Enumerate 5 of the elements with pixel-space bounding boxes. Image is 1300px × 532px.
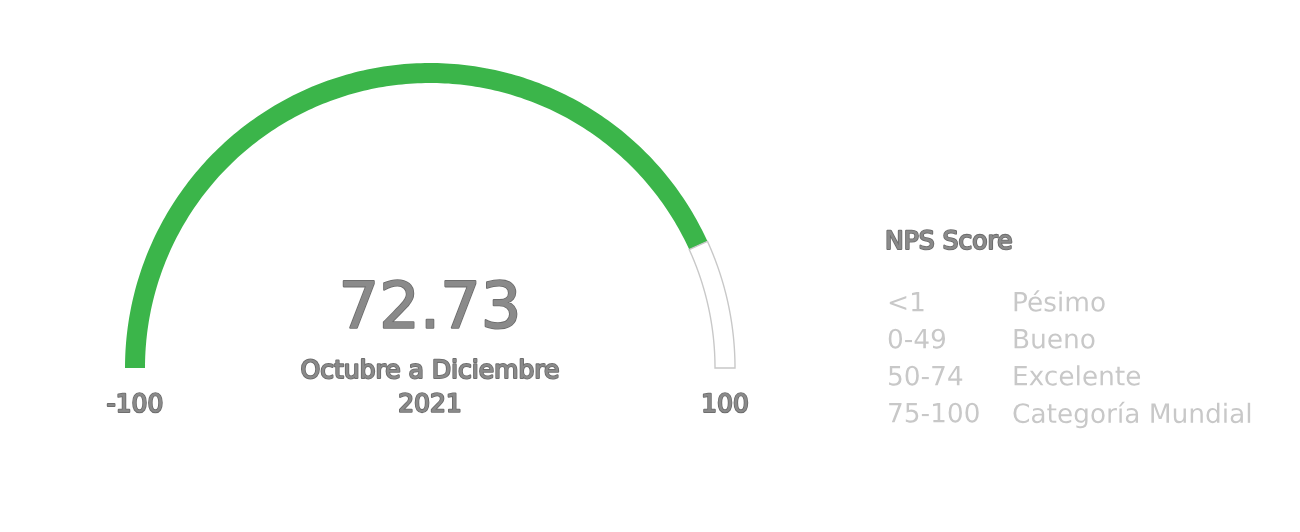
- text: Octubre a Diciembre 2021: [301, 359, 559, 413]
- legend-title: NPS Score: [887, 230, 1012, 250]
- text: -100: [107, 393, 162, 413]
- text: 100: [703, 393, 748, 413]
- text: 72.73: [343, 280, 517, 329]
